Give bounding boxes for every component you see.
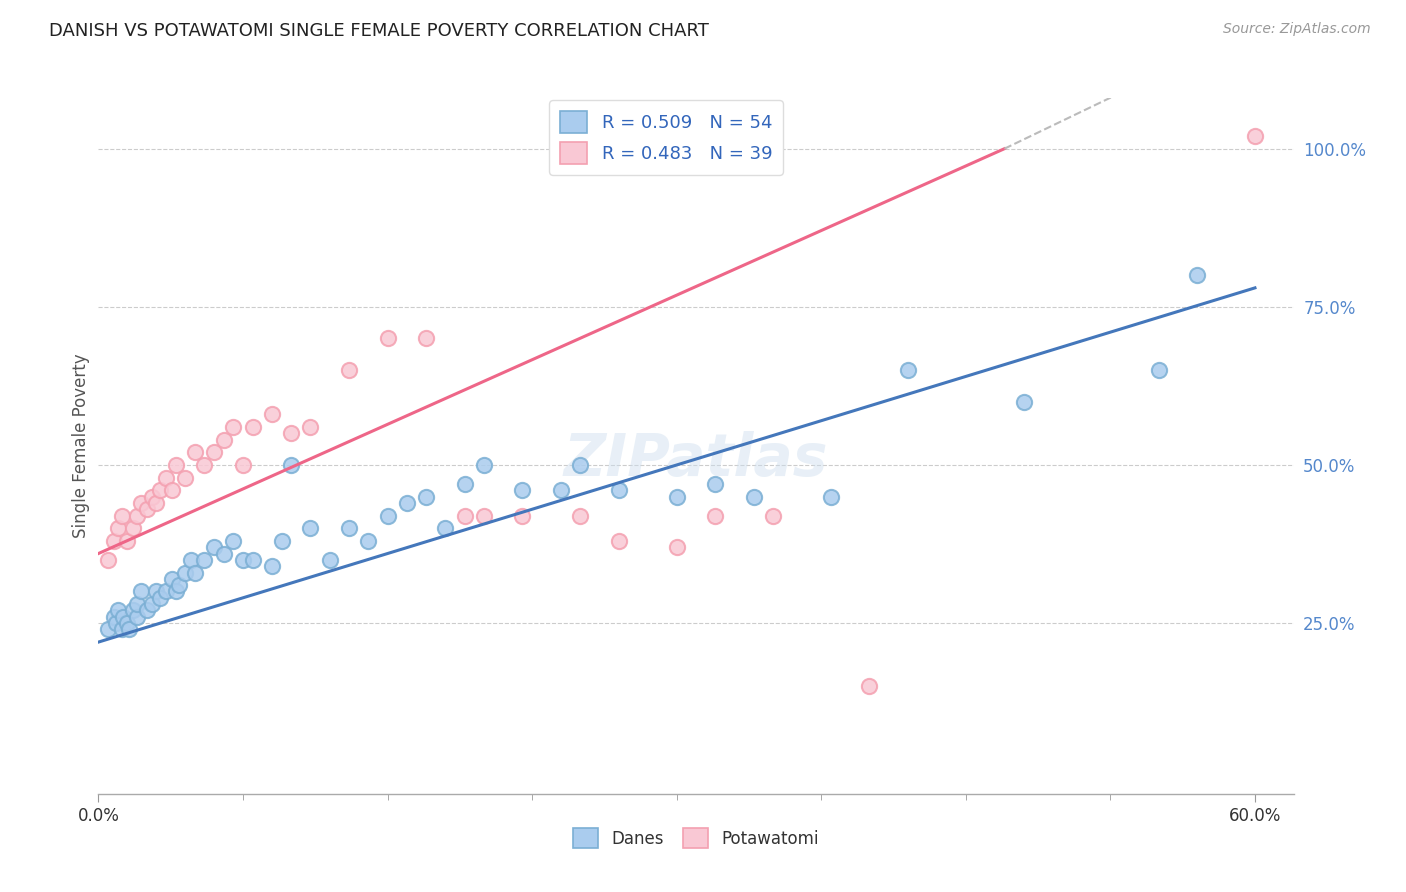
Point: [141, 597, 163, 611]
Point: [174, 470, 197, 484]
Point: [174, 566, 197, 580]
Point: [103, 533, 125, 548]
Point: [184, 566, 207, 580]
Point: [762, 508, 785, 523]
Point: [260, 408, 283, 422]
Point: [270, 533, 292, 548]
Point: [112, 609, 135, 624]
Point: [155, 584, 177, 599]
Y-axis label: Single Female Poverty: Single Female Poverty: [72, 354, 90, 538]
Text: DANISH VS POTAWATOMI SINGLE FEMALE POVERTY CORRELATION CHART: DANISH VS POTAWATOMI SINGLE FEMALE POVER…: [49, 22, 709, 40]
Point: [280, 458, 302, 472]
Point: [103, 609, 125, 624]
Point: [117, 533, 139, 548]
Point: [110, 508, 132, 523]
Point: [135, 603, 157, 617]
Point: [665, 490, 688, 504]
Point: [97, 553, 120, 567]
Point: [212, 433, 235, 447]
Point: [704, 477, 727, 491]
Point: [319, 553, 342, 567]
Point: [107, 521, 129, 535]
Point: [169, 578, 191, 592]
Point: [122, 603, 145, 617]
Point: [415, 331, 437, 345]
Point: [160, 483, 183, 498]
Point: [125, 508, 148, 523]
Point: [149, 483, 172, 498]
Point: [135, 502, 157, 516]
Point: [104, 616, 127, 631]
Point: [607, 533, 630, 548]
Point: [704, 508, 727, 523]
Point: [184, 445, 207, 459]
Point: [1012, 394, 1035, 409]
Point: [357, 533, 380, 548]
Point: [193, 458, 215, 472]
Point: [125, 609, 148, 624]
Point: [118, 623, 141, 637]
Point: [377, 331, 399, 345]
Point: [110, 623, 132, 637]
Point: [377, 508, 399, 523]
Point: [337, 363, 360, 377]
Point: [193, 553, 215, 567]
Point: [117, 616, 139, 631]
Point: [512, 483, 534, 498]
Point: [145, 496, 167, 510]
Point: [299, 420, 322, 434]
Point: [160, 572, 183, 586]
Point: [180, 553, 202, 567]
Point: [222, 420, 245, 434]
Point: [129, 496, 152, 510]
Point: [569, 508, 592, 523]
Point: [260, 559, 283, 574]
Point: [742, 490, 765, 504]
Point: [122, 521, 145, 535]
Point: [232, 553, 254, 567]
Point: [395, 496, 418, 510]
Text: ZIPatlas: ZIPatlas: [564, 432, 828, 489]
Point: [202, 445, 225, 459]
Point: [607, 483, 630, 498]
Point: [472, 508, 495, 523]
Point: [453, 508, 475, 523]
Point: [299, 521, 322, 535]
Point: [1244, 129, 1267, 144]
Point: [415, 490, 437, 504]
Point: [222, 533, 245, 548]
Point: [897, 363, 920, 377]
Point: [202, 540, 225, 554]
Point: [155, 470, 177, 484]
Point: [858, 679, 880, 693]
Point: [107, 603, 129, 617]
Point: [280, 426, 302, 441]
Point: [337, 521, 360, 535]
Point: [141, 490, 163, 504]
Point: [165, 458, 187, 472]
Point: [145, 584, 167, 599]
Point: [165, 584, 187, 599]
Point: [242, 553, 264, 567]
Point: [512, 508, 534, 523]
Point: [149, 591, 172, 605]
Text: Source: ZipAtlas.com: Source: ZipAtlas.com: [1223, 22, 1371, 37]
Point: [434, 521, 457, 535]
Point: [472, 458, 495, 472]
Point: [212, 547, 235, 561]
Point: [242, 420, 264, 434]
Point: [453, 477, 475, 491]
Point: [1147, 363, 1170, 377]
Point: [1185, 268, 1208, 283]
Point: [232, 458, 254, 472]
Point: [125, 597, 148, 611]
Point: [97, 623, 120, 637]
Point: [665, 540, 688, 554]
Point: [820, 490, 842, 504]
Point: [569, 458, 592, 472]
Point: [129, 584, 152, 599]
Legend: Danes, Potawatomi: Danes, Potawatomi: [567, 822, 825, 855]
Point: [550, 483, 572, 498]
